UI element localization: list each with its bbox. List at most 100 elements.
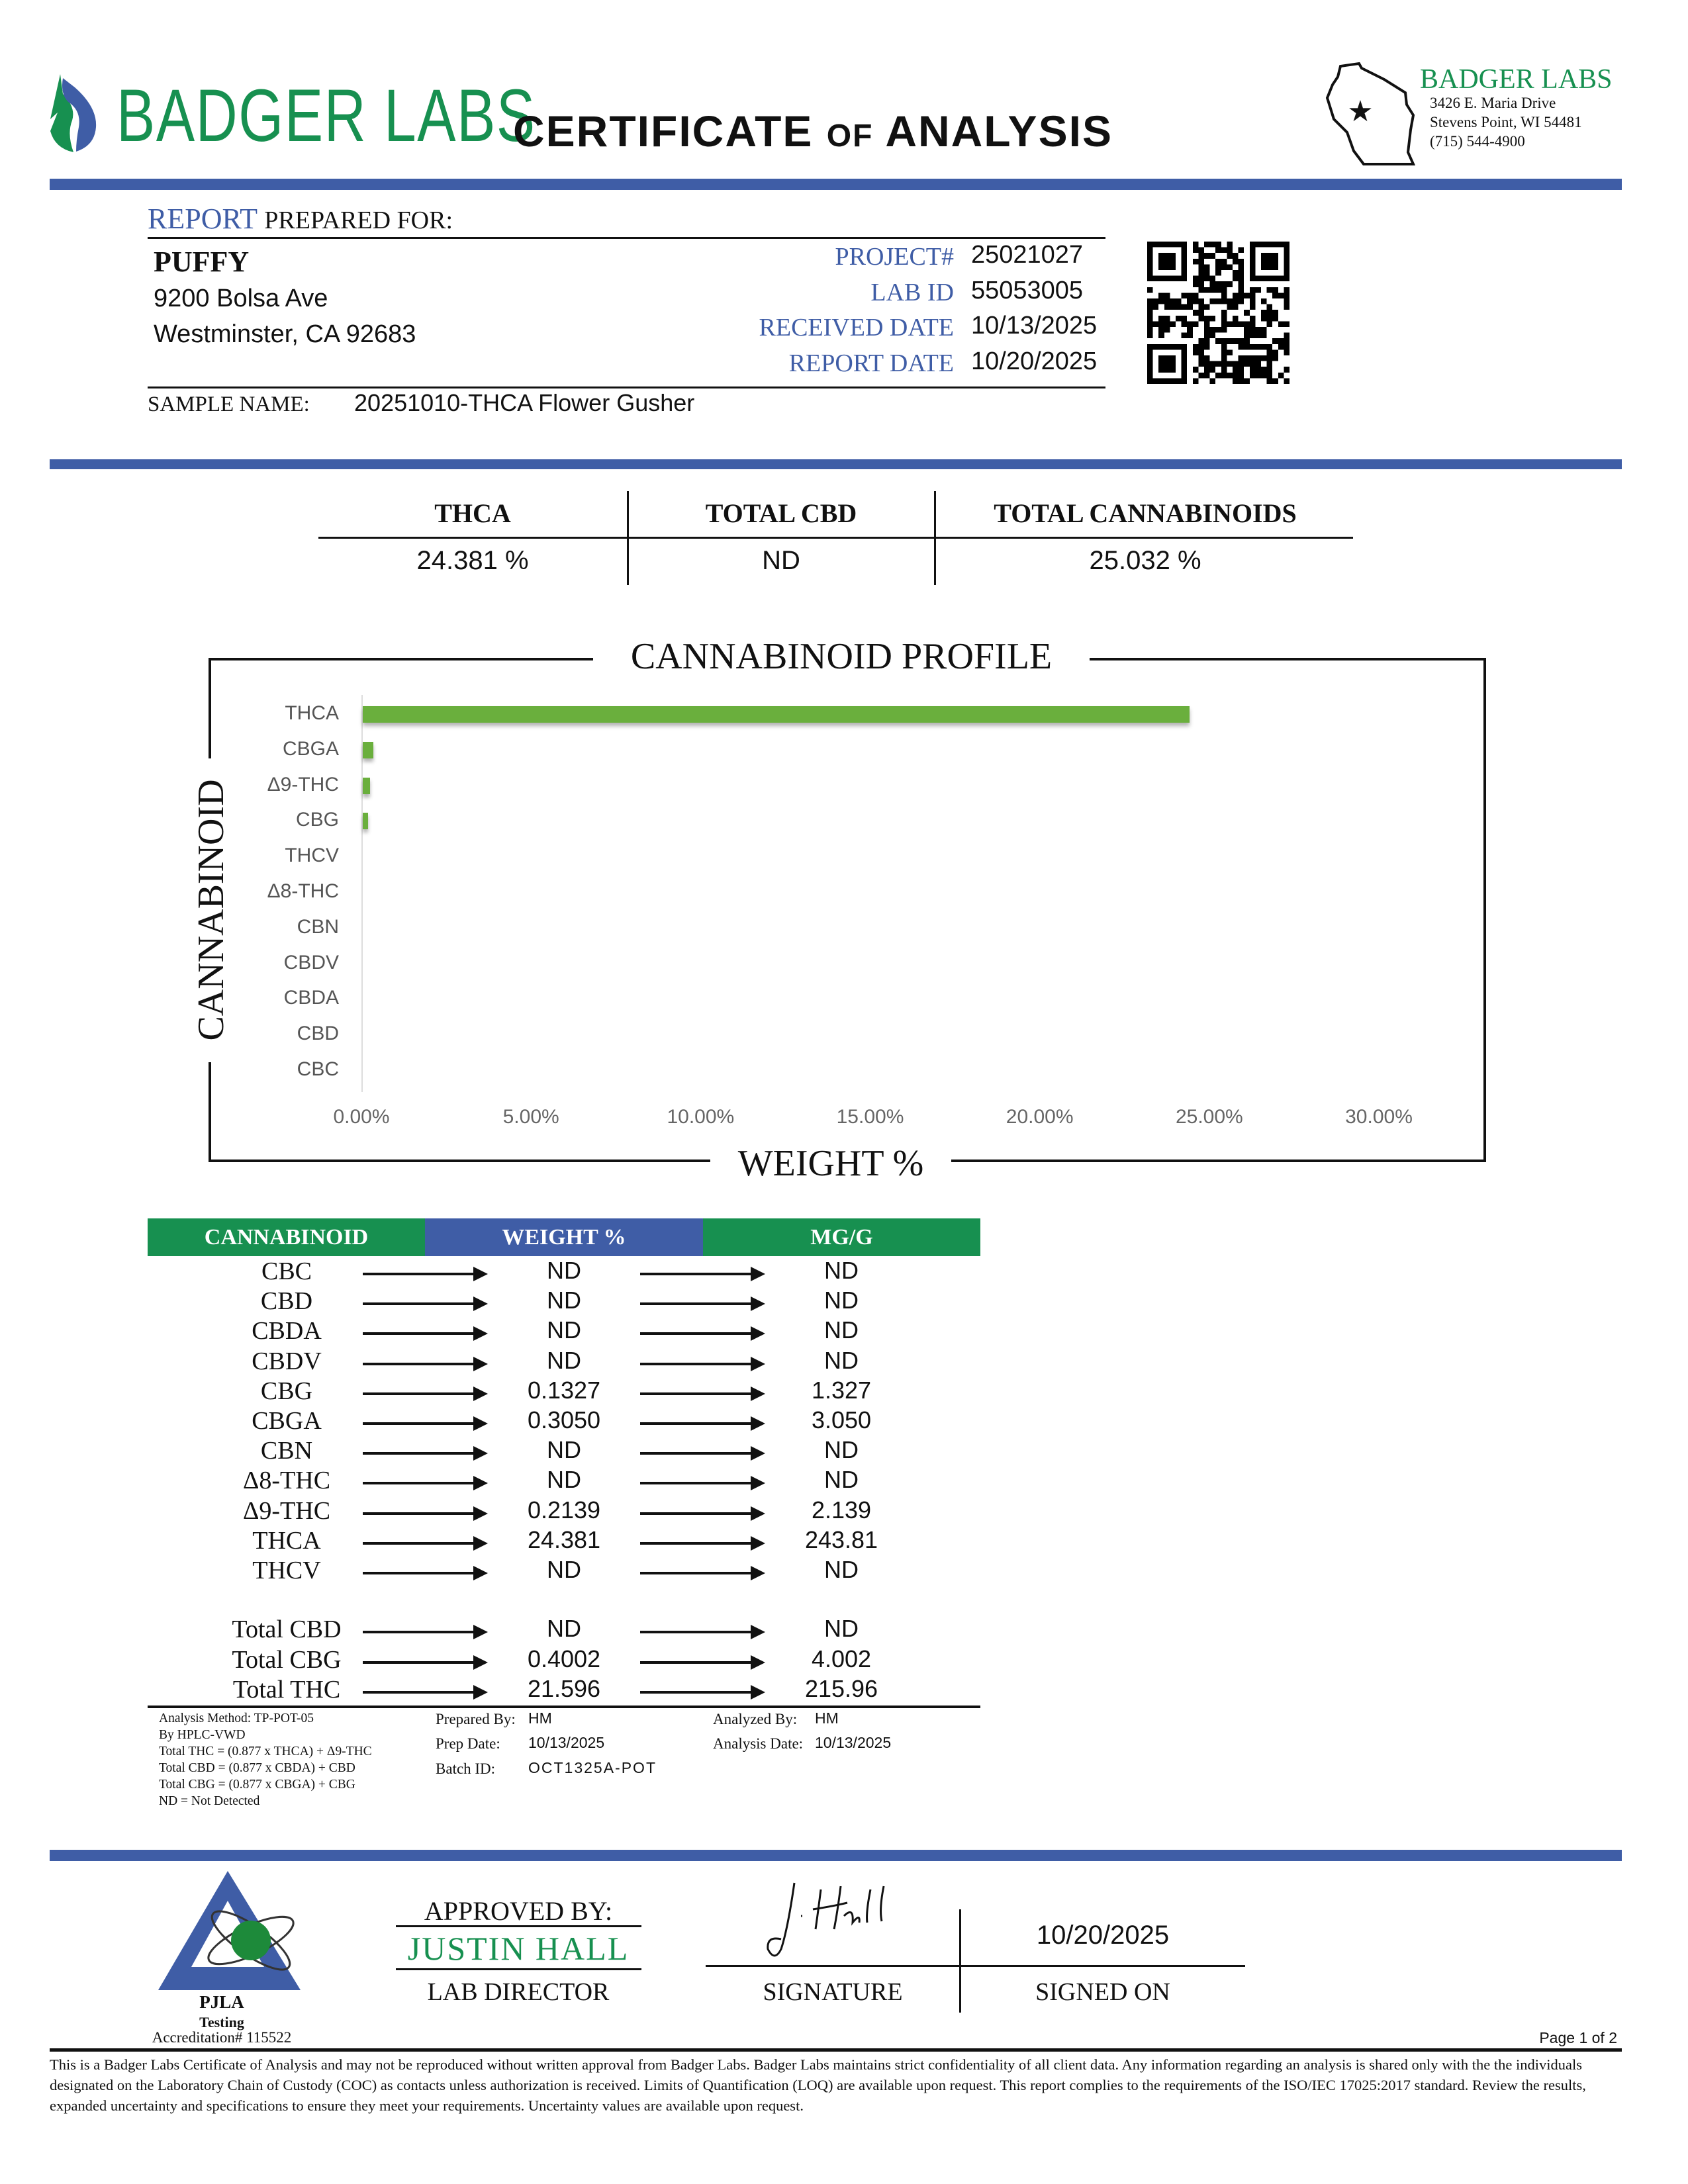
logo-text: BADGER LABS (117, 74, 536, 157)
chart-xtick-label: 15.00% (836, 1106, 904, 1128)
row-name: CBDV (252, 1347, 322, 1375)
chart-category-label: Δ9-THC (267, 773, 339, 796)
batch-id-label: Batch ID: (436, 1760, 496, 1777)
rule (318, 537, 1353, 539)
title-word: CERTIFICATE (513, 107, 814, 156)
row-mgg: ND (824, 1257, 859, 1284)
row-weight: ND (547, 1556, 581, 1583)
arrow-icon (363, 1506, 488, 1521)
col-header-mgg: MG/G (703, 1218, 980, 1256)
analysis-note: Total THC = (0.877 x THCA) + Δ9-THC (159, 1745, 372, 1758)
sample-name-label: SAMPLE NAME: (148, 392, 310, 416)
row-weight: ND (547, 1316, 581, 1344)
row-mgg: ND (824, 1316, 859, 1344)
pjla-testing-text: Testing (199, 2014, 244, 2030)
title-word: ANALYSIS (885, 107, 1113, 156)
prepared-for-label: PREPARED FOR: (264, 206, 453, 234)
analysis-date: 10/13/2025 (815, 1734, 892, 1751)
chart-category-label: CBG (295, 809, 339, 831)
client-name: PUFFY (154, 246, 250, 278)
arrow-icon (640, 1297, 765, 1312)
arrow-icon (363, 1326, 488, 1342)
qr-code[interactable] (1147, 242, 1289, 384)
row-name: CBD (260, 1287, 313, 1316)
lab-address-line1: 3426 E. Maria Drive (1430, 95, 1556, 111)
footer-divider (50, 1850, 1622, 1861)
analysis-note: Total CBD = (0.877 x CBDA) + CBD (159, 1761, 355, 1775)
chart-frame (209, 1160, 710, 1162)
client-address-line1: 9200 Bolsa Ave (154, 285, 328, 312)
disclaimer: This is a Badger Labs Certificate of Ana… (50, 2056, 1586, 2114)
meta-label: LAB ID (870, 278, 954, 306)
meta-label: PROJECT# (835, 243, 954, 271)
chart-xtick-label: 25.00% (1175, 1106, 1243, 1128)
accreditation-number: Accreditation# 115522 (152, 2029, 292, 2046)
analysis-note: Analysis Method: TP-POT-05 (159, 1711, 314, 1725)
pjla-text: PJLA (199, 1992, 244, 2012)
rule (148, 1706, 980, 1708)
row-mgg: ND (824, 1615, 859, 1642)
arrow-icon (640, 1386, 765, 1401)
row-mgg: ND (824, 1466, 859, 1494)
row-name: CBN (260, 1437, 313, 1465)
analysis-note: Total CBG = (0.877 x CBGA) + CBG (159, 1778, 355, 1792)
chart-xtick-label: 30.00% (1345, 1106, 1413, 1128)
sample-name: 20251010-THCA Flower Gusher (354, 389, 695, 416)
arrow-icon (640, 1566, 765, 1580)
summary-label: TOTAL CBD (705, 498, 857, 528)
chart-category-label: CBGA (282, 737, 339, 760)
approver-role: LAB DIRECTOR (427, 1978, 610, 2006)
batch-id: OCT1325A-POT (528, 1759, 657, 1776)
analyzed-by: HM (815, 1709, 839, 1727)
arrow-icon (363, 1685, 488, 1700)
document-title: CERTIFICATE OF ANALYSIS (513, 106, 1113, 156)
lab-address-line2: Stevens Point, WI 54481 (1430, 114, 1582, 130)
arrow-icon (640, 1655, 765, 1670)
arrow-icon (640, 1535, 765, 1551)
prepared-by-label: Prepared By: (436, 1711, 516, 1727)
meta-value: 10/20/2025 (971, 347, 1098, 375)
row-name: CBG (260, 1377, 313, 1405)
row-mgg: ND (824, 1346, 859, 1374)
chart-title: CANNABINOID PROFILE (630, 636, 1053, 677)
rule (50, 2048, 1622, 2052)
chart-bar (363, 777, 370, 794)
row-name: Δ9-THC (242, 1496, 331, 1525)
arrow-icon (363, 1566, 488, 1580)
summary-value: 25.032 % (1089, 546, 1201, 575)
chart-bar (363, 813, 368, 830)
rule (148, 387, 1105, 388)
row-name: Δ8-THC (242, 1467, 331, 1495)
rule (959, 1909, 961, 2013)
arrow-icon (640, 1356, 765, 1371)
row-weight: ND (547, 1436, 581, 1464)
chart-category-label: THCA (285, 702, 339, 724)
arrow-icon (640, 1446, 765, 1461)
signature-image (767, 1882, 885, 1957)
row-weight: 0.2139 (527, 1496, 601, 1524)
col-header-cannabinoid: CANNABINOID (148, 1218, 425, 1256)
approver-name: JUSTIN HALL (407, 1930, 630, 1967)
prep-date-label: Prep Date: (436, 1735, 500, 1752)
chart-frame (209, 658, 593, 660)
row-name: Total THC (232, 1676, 341, 1704)
row-weight: ND (547, 1615, 581, 1642)
row-mgg: 1.327 (811, 1376, 872, 1404)
row-mgg: ND (824, 1287, 859, 1314)
meta-value: 55053005 (971, 276, 1084, 304)
rule (627, 491, 629, 585)
meta-value: 25021027 (971, 241, 1084, 269)
chart-axis-line (361, 695, 363, 1092)
signed-on-date: 10/20/2025 (1036, 1921, 1170, 1950)
col-header-weight: WEIGHT % (425, 1218, 703, 1256)
row-mgg: ND (824, 1436, 859, 1464)
signature-line (706, 1965, 1245, 1967)
row-mgg: 4.002 (811, 1645, 872, 1672)
arrow-icon (640, 1267, 765, 1281)
chart-xtick-label: 10.00% (667, 1106, 735, 1128)
chart-ylabel: CANNABINOID (191, 779, 232, 1041)
chart-frame (951, 1160, 1486, 1162)
chart-category-label: CBC (297, 1058, 339, 1080)
svg-text:★: ★ (1347, 95, 1373, 128)
section-divider (50, 459, 1622, 469)
